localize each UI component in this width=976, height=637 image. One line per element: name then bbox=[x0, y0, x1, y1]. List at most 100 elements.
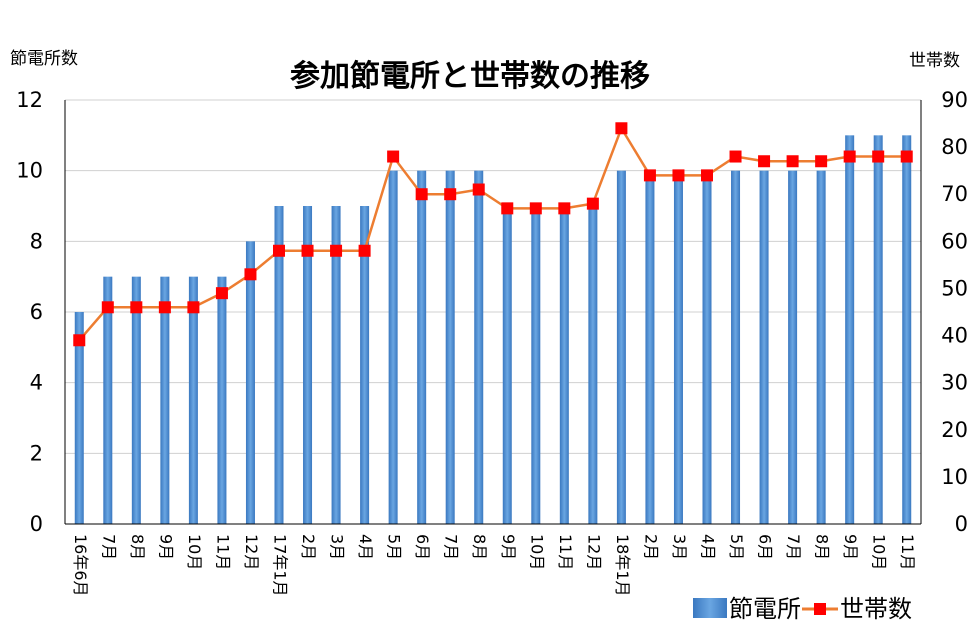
x-tick-label: 6月 bbox=[413, 534, 432, 560]
axes: 0 2 4 6 8 10 12 0 10 20 30 40 50 60 70 80 90 16年6月 7月 8月 9月 1… bbox=[16, 88, 968, 597]
x-tick-label: 4月 bbox=[699, 534, 718, 560]
line-marker bbox=[415, 188, 428, 201]
x-tick-label: 17年1月 bbox=[271, 534, 290, 597]
line-marker bbox=[786, 155, 799, 168]
x-tick-label: 7月 bbox=[99, 534, 118, 560]
x-tick-label: 8月 bbox=[813, 534, 832, 560]
bar bbox=[74, 312, 84, 524]
bar bbox=[673, 170, 683, 524]
right-tick-label: 90 bbox=[941, 88, 968, 112]
line-marker bbox=[301, 244, 314, 257]
x-tick-label: 4月 bbox=[356, 534, 375, 560]
x-tick-label: 11月 bbox=[556, 534, 575, 570]
line-marker bbox=[330, 244, 343, 257]
bar bbox=[331, 206, 341, 524]
line-marker bbox=[872, 150, 885, 163]
line-marker bbox=[444, 188, 457, 201]
x-tick-label: 9月 bbox=[156, 534, 175, 560]
x-tick-label: 16年6月 bbox=[71, 534, 90, 597]
line-path bbox=[78, 125, 907, 342]
bar bbox=[816, 170, 826, 524]
bar bbox=[245, 241, 255, 525]
bar bbox=[759, 170, 769, 524]
right-tick-label: 20 bbox=[941, 418, 968, 442]
x-tick-label: 5月 bbox=[385, 534, 404, 560]
bar bbox=[902, 135, 912, 525]
line-marker bbox=[529, 202, 542, 215]
x-tick-label: 7月 bbox=[442, 534, 461, 560]
bar bbox=[445, 170, 455, 524]
legend-line-label: 世帯数 bbox=[840, 595, 912, 623]
line-marker bbox=[729, 150, 742, 163]
right-tick-label: 60 bbox=[941, 229, 968, 253]
left-tick-label: 8 bbox=[30, 229, 43, 253]
x-tick-label: 18年1月 bbox=[613, 534, 632, 597]
line-marker bbox=[273, 244, 285, 257]
left-tick-label: 0 bbox=[30, 512, 43, 536]
bar bbox=[131, 276, 141, 524]
x-tick-label: 3月 bbox=[670, 534, 689, 560]
bar bbox=[388, 170, 398, 524]
line-marker bbox=[643, 169, 656, 182]
x-tick-label: 2月 bbox=[299, 534, 318, 560]
line-marker bbox=[387, 150, 400, 163]
x-tick-label: 6月 bbox=[756, 534, 775, 560]
bar bbox=[274, 206, 284, 524]
x-tick-label: 10月 bbox=[527, 534, 546, 570]
legend-line-marker bbox=[814, 603, 826, 615]
line-marker bbox=[215, 287, 228, 300]
x-tick-label: 9月 bbox=[499, 534, 518, 560]
x-tick-label: 11月 bbox=[898, 534, 917, 570]
line-marker bbox=[701, 169, 713, 182]
bar bbox=[788, 170, 798, 524]
line-marker bbox=[900, 150, 913, 163]
bar bbox=[559, 206, 569, 524]
line-marker bbox=[187, 301, 200, 314]
x-tick-label: 5月 bbox=[727, 534, 746, 560]
right-axis-title: 世帯数 bbox=[909, 51, 960, 71]
chart-title: 参加節電所と世帯数の推移 bbox=[290, 59, 650, 94]
line-marker bbox=[101, 301, 114, 314]
bar bbox=[417, 170, 427, 524]
right-tick-label: 50 bbox=[941, 276, 968, 300]
line-marker bbox=[244, 268, 257, 281]
line-marker bbox=[73, 334, 86, 347]
right-tick-label: 0 bbox=[955, 512, 968, 536]
x-tick-label: 8月 bbox=[470, 534, 489, 560]
bar bbox=[588, 206, 598, 524]
line-marker bbox=[472, 183, 485, 196]
line-marker bbox=[558, 202, 571, 215]
line-series bbox=[73, 122, 913, 347]
bar bbox=[160, 276, 170, 524]
x-tick-label: 7月 bbox=[784, 534, 803, 560]
legend-bar-swatch bbox=[693, 598, 727, 618]
bar bbox=[188, 276, 198, 524]
line-marker bbox=[501, 202, 514, 215]
left-tick-label: 2 bbox=[30, 441, 43, 465]
right-tick-label: 30 bbox=[941, 371, 968, 395]
right-tick-label: 70 bbox=[941, 182, 968, 206]
line-marker bbox=[130, 301, 143, 314]
bar bbox=[873, 135, 883, 525]
x-tick-label: 9月 bbox=[841, 534, 860, 560]
left-tick-label: 4 bbox=[30, 371, 43, 395]
gridlines bbox=[65, 99, 921, 454]
bar bbox=[360, 206, 370, 524]
bar bbox=[502, 206, 512, 524]
line-marker bbox=[815, 155, 828, 168]
x-tick-label: 3月 bbox=[328, 534, 347, 560]
right-tick-label: 40 bbox=[941, 324, 968, 348]
left-tick-label: 6 bbox=[30, 300, 43, 324]
line-marker bbox=[586, 197, 599, 210]
bar bbox=[303, 206, 313, 524]
x-tick-label: 8月 bbox=[128, 534, 147, 560]
x-tick-label: 11月 bbox=[213, 534, 232, 570]
x-tick-label: 12月 bbox=[584, 534, 603, 570]
bar bbox=[103, 276, 113, 524]
bar bbox=[702, 170, 712, 524]
bar bbox=[731, 170, 741, 524]
bar bbox=[845, 135, 855, 525]
right-tick-label: 80 bbox=[941, 135, 968, 159]
